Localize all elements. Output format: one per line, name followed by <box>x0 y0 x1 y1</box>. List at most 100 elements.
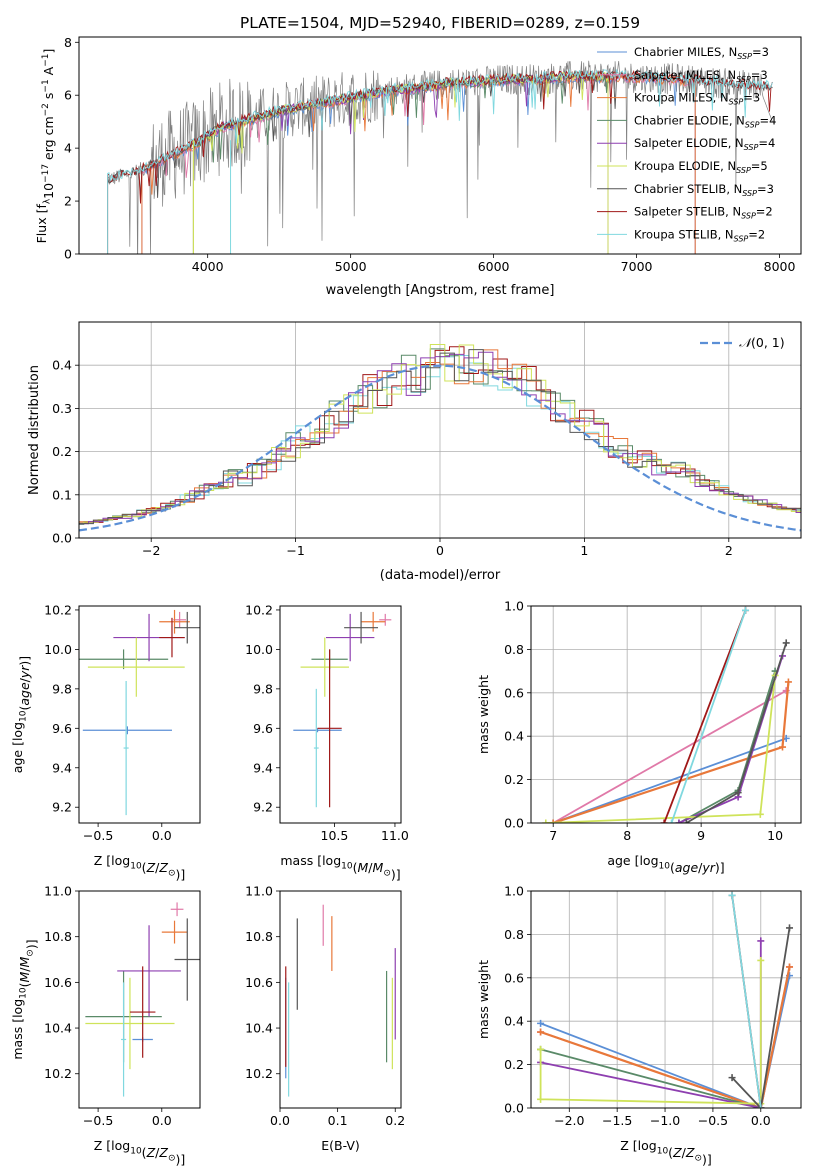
histogram-chabrier_elodie <box>79 348 801 525</box>
y-tick-label: 1.0 <box>504 599 524 614</box>
y-tick-label: 11.0 <box>245 884 273 899</box>
weight-marker-chabrier_stelib <box>782 639 790 647</box>
x-tick-label: 10 <box>767 828 783 843</box>
x-tick-label: 2 <box>725 543 733 558</box>
weight-marker-kroupa_stelib <box>668 819 676 823</box>
y-tick-label: 0.0 <box>504 816 524 831</box>
histogram-chabrier_stelib <box>79 349 801 525</box>
x-axis-label: Z [log10(Z/Z⊙)] <box>94 1138 186 1167</box>
axes-spectrum: 4000 5000 6000 7000 8000 0 2 4 6 8 wavelength [Ang… <box>34 35 802 298</box>
spectrum-model-chabrier_elodie <box>192 71 609 254</box>
axes-residuals: −2 −1 0 1 2 0.0 0.1 0.2 0.3 0.4 (data-model)/error… <box>27 321 802 583</box>
weight-marker-kroupa_miles <box>786 963 794 971</box>
y-tick-label: 0.8 <box>504 642 524 657</box>
x-tick-label: −1.0 <box>650 1113 680 1128</box>
weight-marker-kroupa_stelib <box>728 891 736 899</box>
y-tick-label: 9.2 <box>253 800 273 815</box>
y-tick-label: 4 <box>64 141 72 156</box>
spectrum-legend: Chabrier MILES, NSSP=3 Salpeter MILES, NS… <box>597 45 776 243</box>
y-tick-label: 10.0 <box>245 642 273 657</box>
plot-area <box>79 322 801 538</box>
weight-line-salpeter_miles <box>552 689 787 823</box>
y-tick-label: 0.4 <box>52 358 72 373</box>
y-tick-label: 10.0 <box>44 642 72 657</box>
y-tick-label: 10.4 <box>44 1021 72 1036</box>
y-tick-label: 10.2 <box>245 1066 273 1081</box>
axes-age_vs_mass: 10.5 11.0 9.2 9.4 9.6 9.8 10.0 10.2 mass [log10(… <box>245 602 409 882</box>
legend-label-kroupa_miles: Kroupa MILES, NSSP=3 <box>634 91 760 107</box>
x-axis-label: age [log10(age/yr)] <box>607 853 724 875</box>
x-tick-label: −0.5 <box>698 1113 728 1128</box>
histogram-salpeter_elodie <box>79 351 801 525</box>
y-tick-label: 0.6 <box>504 685 524 700</box>
weight-marker-kroupa_miles <box>549 819 557 823</box>
y-tick-label: 1.0 <box>504 884 524 899</box>
y-tick-label: 9.8 <box>52 681 72 696</box>
y-tick-label: 10.2 <box>245 602 273 617</box>
x-tick-label: 0.1 <box>328 1113 348 1128</box>
spectrum-model-salpeter_miles <box>141 73 696 254</box>
y-tick-label: 6 <box>64 88 72 103</box>
y-tick-label: 8 <box>64 35 72 50</box>
spectrum-model-chabrier_miles <box>141 72 696 254</box>
y-axis-label: age [log10(age/yr)] <box>10 656 32 773</box>
weight-line-salpeter_stelib <box>663 609 747 823</box>
y-tick-label: 11.0 <box>44 884 72 899</box>
x-tick-label: −2.0 <box>554 1113 584 1128</box>
weight-marker-kroupa_elodie <box>537 1095 545 1103</box>
y-tick-label: 10.6 <box>44 975 72 990</box>
y-axis-label: mass weight <box>476 675 491 754</box>
plot-area <box>85 902 200 1097</box>
legend-label-chabrier_miles: Chabrier MILES, NSSP=3 <box>634 45 769 61</box>
x-tick-label: 4000 <box>192 259 224 274</box>
y-tick-label: 2 <box>64 194 72 209</box>
weight-line-chabrier_miles <box>552 737 787 823</box>
weight-line-kroupa_stelib <box>670 610 747 823</box>
weight-marker-kroupa_miles <box>784 678 792 686</box>
axes-weight_vs_Z: −2.0 −1.5 −1.0 −0.5 0.0 0.0 0.2 0.4 0.6 0.8 1.0 Z [… <box>476 884 802 1167</box>
weight-marker-kroupa_elodie <box>757 956 765 964</box>
x-tick-label: −0.5 <box>83 1113 113 1128</box>
y-axis-label: mass weight <box>476 960 491 1039</box>
y-tick-label: 0.2 <box>504 1057 524 1072</box>
y-tick-label: 10.2 <box>44 1066 72 1081</box>
y-tick-label: 9.4 <box>52 760 72 775</box>
weight-line-chabrier_elodie <box>540 1048 762 1108</box>
axes-mass_vs_Z: −0.5 0.0 10.2 10.4 10.6 10.8 11.0 Z [log10(Z/Z⊙… <box>10 884 201 1167</box>
y-tick-label: 0.8 <box>504 927 524 942</box>
y-tick-label: 9.4 <box>253 760 273 775</box>
x-tick-label: −1.5 <box>602 1113 632 1128</box>
weight-marker-chabrier_stelib <box>682 819 690 823</box>
y-tick-label: 0.3 <box>52 401 72 416</box>
y-tick-label: 0.1 <box>52 487 72 502</box>
x-tick-label: 6000 <box>478 259 510 274</box>
weight-marker-chabrier_miles <box>537 1019 545 1027</box>
weight-line-kroupa_miles <box>552 681 790 823</box>
y-tick-label: 0.0 <box>52 531 72 546</box>
weight-line-kroupa_stelib <box>731 895 762 1108</box>
plots-layer: 4000 5000 6000 7000 8000 0 2 4 6 8 wavelength [Ang… <box>10 35 802 1167</box>
legend-label-chabrier_stelib: Chabrier STELIB, NSSP=3 <box>634 182 774 198</box>
x-axis-label: wavelength [Angstrom, rest frame] <box>326 283 555 298</box>
weight-marker-kroupa_stelib <box>757 1104 765 1108</box>
plot-area <box>293 611 392 808</box>
spectrum-model-kroupa_miles <box>141 71 696 254</box>
legend-label-kroupa_elodie: Kroupa ELODIE, NSSP=5 <box>634 159 768 175</box>
weight-line-kroupa_elodie <box>539 960 762 1105</box>
legend-label-salpeter_stelib: Salpeter STELIB, NSSP=2 <box>634 205 773 221</box>
weight-marker-kroupa_miles <box>537 1028 545 1036</box>
y-tick-label: 9.8 <box>253 681 273 696</box>
legend-label-gauss: 𝒩(0, 1) <box>739 335 785 350</box>
x-tick-label: 7000 <box>621 259 653 274</box>
y-axis-label: mass [log10(M/M⊙)] <box>10 939 39 1059</box>
weight-marker-kroupa_elodie <box>756 810 764 818</box>
x-tick-label: 9 <box>697 828 705 843</box>
x-axis-label: E(B-V) <box>321 1138 360 1153</box>
x-tick-label: 7 <box>549 828 557 843</box>
x-tick-label: 8 <box>623 828 631 843</box>
plot-area <box>107 60 773 254</box>
x-tick-label: 0.0 <box>270 1113 290 1128</box>
x-tick-label: 0.0 <box>751 1113 771 1128</box>
x-tick-label: 5000 <box>335 259 367 274</box>
axes-frame <box>78 321 802 539</box>
